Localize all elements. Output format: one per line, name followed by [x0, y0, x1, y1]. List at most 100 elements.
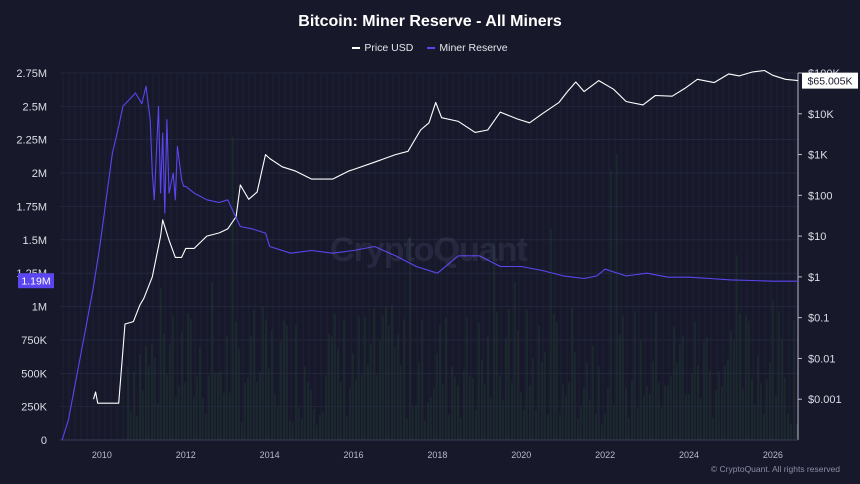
volume-bar	[523, 409, 525, 440]
volume-bar	[724, 365, 726, 440]
volume-bar	[169, 344, 171, 440]
volume-bar	[634, 311, 636, 440]
volume-bar	[127, 366, 129, 440]
x-tick-label: 2010	[92, 450, 112, 460]
volume-bar	[796, 424, 798, 440]
volume-bar	[502, 399, 504, 440]
volume-bar	[544, 351, 546, 440]
volume-bar	[217, 372, 219, 440]
volume-bar	[418, 361, 420, 440]
volume-bar	[421, 319, 423, 440]
y-tick-label-left: 750K	[21, 335, 47, 347]
volume-bar	[334, 313, 336, 440]
volume-bar	[178, 385, 180, 440]
legend-swatch-price	[352, 47, 361, 49]
volume-bar	[484, 383, 486, 440]
volume-bar	[439, 325, 441, 440]
y-tick-label-left: 2.75M	[16, 68, 47, 80]
miner-reserve-series-line	[61, 85, 798, 441]
volume-bar	[136, 415, 138, 440]
y-tick-label-left: 500K	[21, 368, 47, 380]
x-tick-label: 2022	[595, 450, 615, 460]
volume-bar	[406, 418, 408, 440]
volume-bar	[373, 308, 375, 440]
volume-bar	[346, 416, 348, 440]
volume-bar	[526, 309, 528, 440]
volume-bar	[505, 338, 507, 440]
volume-bar	[229, 392, 231, 440]
volume-bar	[718, 370, 720, 440]
volume-bar	[433, 388, 435, 440]
volume-bar	[292, 422, 294, 440]
volume-bar	[397, 334, 399, 440]
volume-bar	[688, 394, 690, 440]
volume-bar	[448, 414, 450, 440]
volume-bar	[772, 300, 774, 440]
volume-bar	[460, 417, 462, 440]
volume-bar	[157, 403, 159, 440]
volume-bar	[283, 320, 285, 440]
legend-label-price: Price USD	[364, 42, 414, 54]
volume-bar	[610, 169, 612, 441]
volume-bar	[478, 322, 480, 440]
volume-bar	[673, 326, 675, 440]
volume-bar	[202, 398, 204, 440]
volume-bar	[151, 344, 153, 440]
volume-bar	[193, 396, 195, 440]
volume-bar	[580, 406, 582, 440]
volume-bar	[604, 413, 606, 440]
volume-bar	[742, 388, 744, 440]
volume-bar	[727, 359, 729, 440]
volume-bar	[160, 288, 162, 440]
volume-bar	[481, 360, 483, 440]
volume-bar	[199, 346, 201, 440]
volume-bar	[682, 336, 684, 440]
price-badge-text: $65.005K	[808, 76, 853, 88]
volume-bar	[130, 411, 132, 440]
x-tick-label: 2024	[679, 450, 699, 460]
volume-bar	[730, 330, 732, 440]
volume-bar	[490, 397, 492, 440]
volume-bar	[661, 407, 663, 440]
x-tick-label: 2020	[511, 450, 531, 460]
y-tick-label-left: 0	[41, 435, 47, 447]
legend-item-price[interactable]: Price USD	[352, 42, 413, 54]
legend-item-miner-reserve[interactable]: Miner Reserve	[427, 42, 508, 54]
volume-bar	[739, 313, 741, 440]
volume-bar	[226, 335, 228, 440]
chart-legend: Price USD Miner Reserve	[0, 42, 860, 54]
volume-bar	[451, 366, 453, 440]
y-tick-label-right: $10K	[808, 109, 834, 121]
volume-bar	[514, 282, 516, 440]
y-tick-label-right: $1K	[808, 150, 828, 162]
volume-bar	[286, 325, 288, 440]
volume-bar	[328, 334, 330, 440]
volume-bar	[697, 365, 699, 440]
miner-reserve-badge	[18, 273, 54, 289]
volume-bar	[556, 321, 558, 440]
volume-bar	[499, 375, 501, 440]
volume-bar	[175, 397, 177, 440]
volume-bar	[670, 375, 672, 440]
volume-bar	[301, 418, 303, 440]
volume-bar	[709, 370, 711, 440]
volume-bar	[376, 375, 378, 440]
volume-bar	[643, 395, 645, 440]
volume-bar	[412, 406, 414, 440]
x-tick-label: 2012	[176, 450, 196, 460]
volume-bar	[475, 409, 477, 440]
volume-bar	[559, 414, 561, 440]
volume-bar	[220, 370, 222, 440]
volume-bar	[511, 382, 513, 440]
volume-bar	[184, 382, 186, 440]
copyright-text: © CryptoQuant. All rights reserved	[710, 464, 840, 474]
volume-bar	[268, 368, 270, 440]
volume-bar	[436, 353, 438, 440]
volume-bar	[274, 393, 276, 440]
volume-bar	[616, 154, 618, 440]
volume-bar	[784, 377, 786, 440]
volume-bar	[589, 399, 591, 440]
volume-bar	[289, 420, 291, 440]
y-tick-label-left: 250K	[21, 402, 47, 414]
